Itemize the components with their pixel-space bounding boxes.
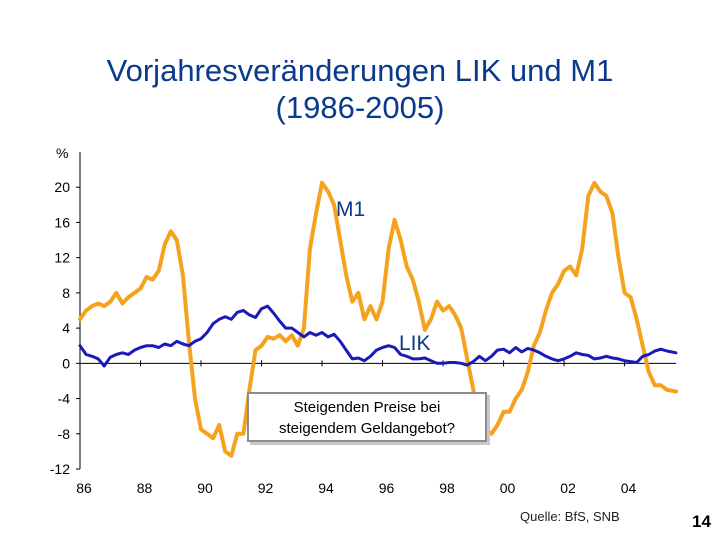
x-tick-label: 92 — [258, 480, 274, 496]
page-number: 14 — [692, 512, 711, 531]
x-tick-label: 02 — [560, 480, 576, 496]
callout-line2: steigendem Geldangebot? — [279, 420, 455, 437]
chart-title-line2: (1986-2005) — [275, 90, 445, 125]
x-tick-label: 88 — [137, 480, 153, 496]
x-tick-label: 90 — [197, 480, 213, 496]
callout-line1: Steigenden Preise bei — [293, 399, 441, 416]
chart-title-line1: Vorjahresveränderungen LIK und M1 — [106, 53, 614, 88]
x-tick-label: 86 — [76, 480, 92, 496]
source-note: Quelle: BfS, SNB — [520, 509, 620, 524]
y-tick-label: 0 — [62, 355, 70, 371]
x-tick-label: 04 — [621, 480, 637, 496]
x-tick-label: 96 — [379, 480, 395, 496]
y-tick-label: 8 — [62, 285, 70, 301]
series-line-m1 — [78, 180, 678, 458]
chart-series — [78, 180, 678, 458]
y-tick-label: 12 — [54, 250, 70, 266]
callout-box: Steigenden Preise bei steigendem Geldang… — [247, 392, 487, 442]
x-tick-label: 00 — [500, 480, 516, 496]
y-tick-label: 4 — [62, 320, 70, 336]
y-axis-unit: % — [56, 145, 68, 161]
chart-axes — [76, 152, 676, 470]
x-tick-label: 94 — [318, 480, 334, 496]
chart-labels: 20 16 12 8 4 0 -4 -8 -12% 86 88 90 92 94 96 98 00 02 04 M1 L… — [50, 145, 637, 496]
series-label-m1: M1 — [336, 198, 365, 221]
y-tick-label: 16 — [54, 214, 70, 230]
y-tick-label: 20 — [54, 179, 70, 195]
x-tick-label: 98 — [439, 480, 455, 496]
series-line-lik — [78, 304, 678, 368]
y-tick-label: -4 — [58, 391, 71, 407]
y-tick-label: -8 — [58, 426, 71, 442]
y-tick-label: -12 — [50, 461, 70, 477]
series-label-lik: LIK — [399, 332, 431, 355]
chart-title: Vorjahresveränderungen LIK und M1 (1986-… — [0, 52, 720, 126]
